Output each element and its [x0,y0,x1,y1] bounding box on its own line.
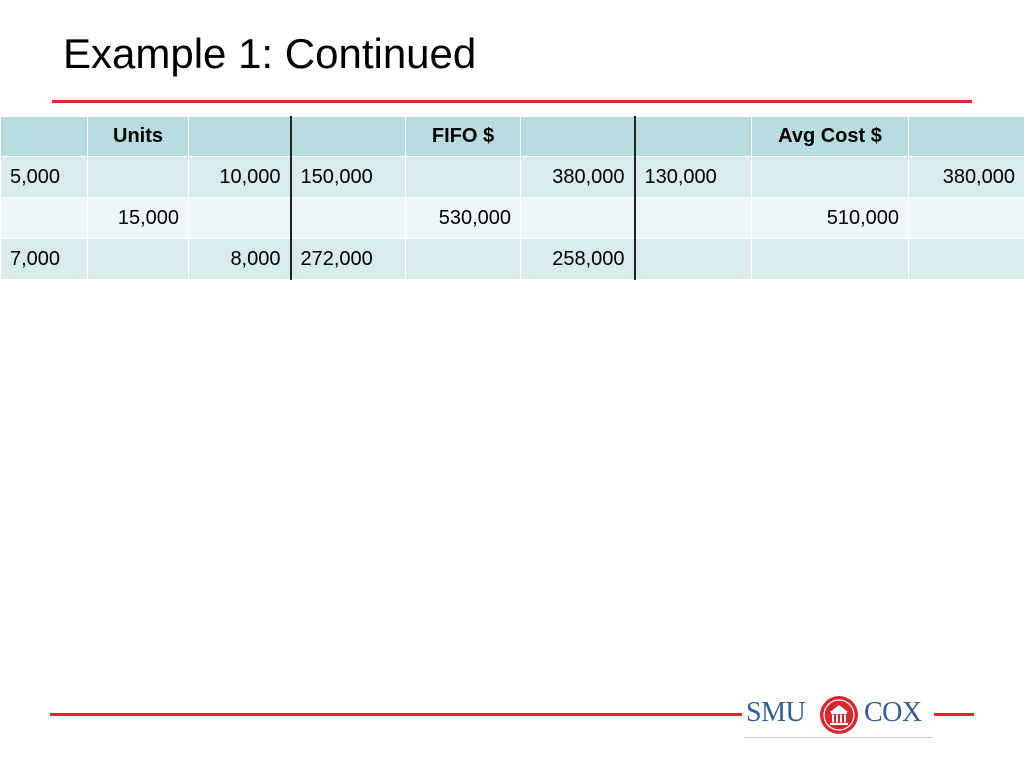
title-divider [52,100,972,103]
table-cell [908,197,1024,239]
header-cell-units: Units [87,116,189,157]
table-cell: 130,000 [634,156,752,198]
table-cell [405,238,521,280]
header-cell-avg-cost: Avg Cost $ [751,116,909,157]
table-cell [751,156,909,198]
table-cell: 530,000 [405,197,521,239]
table-cell [290,197,406,239]
valuation-table: Units FIFO $ Avg Cost $ 5,000 10,000 150… [0,116,1024,280]
table-cell: 150,000 [290,156,406,198]
table-cell [520,197,636,239]
table-cell [751,238,909,280]
table-cell: 380,000 [908,156,1024,198]
header-cell [290,116,406,157]
table-cell [908,238,1024,280]
table-cell: 15,000 [87,197,189,239]
slide-title: Example 1: Continued [63,30,477,77]
smu-cox-logo: SMU COX [744,690,932,740]
table-cell [188,197,292,239]
logo-text-cox: COX [864,697,922,728]
table-cell: 8,000 [188,238,292,280]
table-cell [87,156,189,198]
footer-divider-left [50,713,742,716]
table-cell [0,197,88,239]
smu-seal-icon [820,696,858,734]
table-cell: 258,000 [520,238,636,280]
table-cell: 5,000 [0,156,88,198]
table-header-row: Units FIFO $ Avg Cost $ [0,116,1024,157]
header-cell-fifo: FIFO $ [405,116,521,157]
header-cell [908,116,1024,157]
footer-divider-right [934,713,974,716]
table-row: 15,000 530,000 510,000 [0,197,1024,239]
table-row: 7,000 8,000 272,000 258,000 [0,238,1024,280]
table-cell: 380,000 [520,156,636,198]
table-cell [634,197,752,239]
table-cell [634,238,752,280]
table-cell [87,238,189,280]
header-cell [520,116,636,157]
table-row: 5,000 10,000 150,000 380,000 130,000 380… [0,156,1024,198]
header-cell [188,116,292,157]
table-cell: 510,000 [751,197,909,239]
header-cell [634,116,752,157]
table-cell: 272,000 [290,238,406,280]
logo-underline [744,737,932,738]
table-cell [405,156,521,198]
logo-text-smu: SMU [746,697,806,728]
table-cell: 7,000 [0,238,88,280]
header-cell [0,116,88,157]
table-cell: 10,000 [188,156,292,198]
